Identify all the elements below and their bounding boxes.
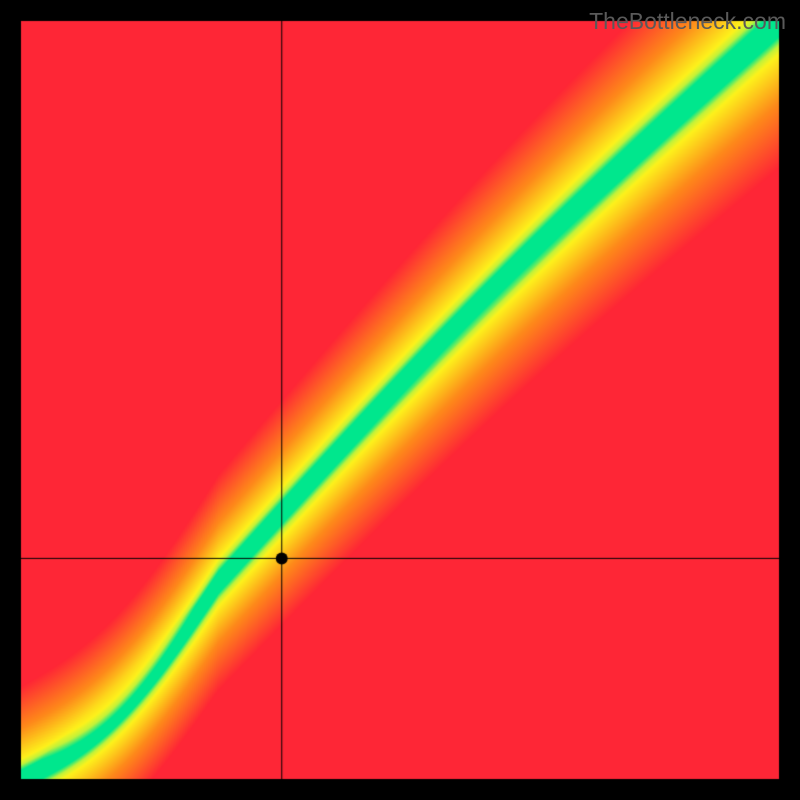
heatmap-canvas — [0, 0, 800, 800]
chart-container: TheBottleneck.com — [0, 0, 800, 800]
watermark-text: TheBottleneck.com — [589, 8, 786, 35]
